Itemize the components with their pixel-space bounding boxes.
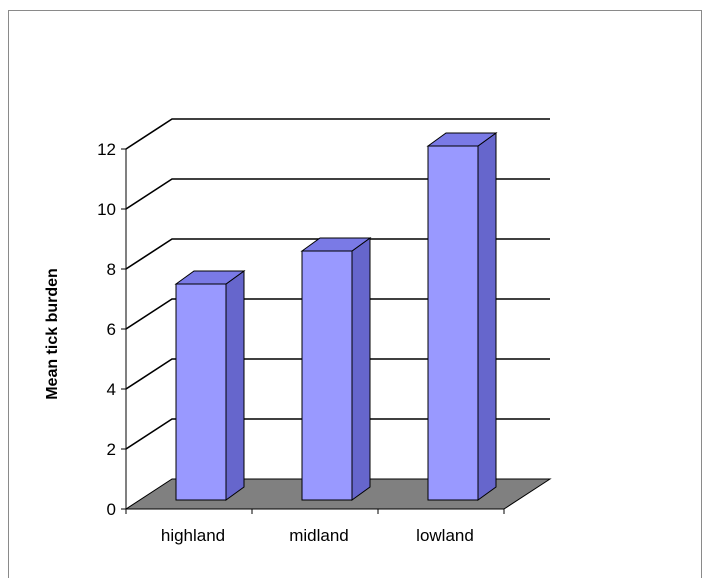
bars — [174, 132, 498, 501]
bar-lowland — [426, 132, 498, 501]
bar-highland — [174, 270, 246, 501]
x-tick-label: highland — [161, 526, 225, 545]
gridline — [125, 298, 550, 330]
gridline — [125, 358, 550, 390]
y-tick-label: 4 — [107, 380, 116, 399]
bar-side — [351, 237, 371, 501]
y-tick-label: 12 — [97, 140, 116, 159]
y-tick-label: 10 — [97, 200, 116, 219]
gridline — [125, 238, 550, 270]
y-tick-label: 8 — [107, 260, 116, 279]
x-tick-label: midland — [289, 526, 349, 545]
gridline — [125, 118, 550, 150]
bar-side — [477, 132, 497, 501]
gridline — [125, 178, 550, 210]
y-axis — [121, 148, 505, 514]
y-tick-label: 0 — [107, 500, 116, 519]
chart-frame: 0 2 4 6 8 10 12 highland midland lowland Mean ti… — [8, 10, 702, 578]
y-axis-title: Mean tick burden — [44, 268, 61, 400]
bar-side — [225, 270, 245, 501]
bar-front — [301, 250, 353, 501]
x-tick-labels: highland midland lowland — [161, 526, 474, 545]
bar-front — [427, 145, 479, 501]
y-tick-labels: 0 2 4 6 8 10 12 — [97, 140, 116, 519]
x-tick-label: lowland — [416, 526, 474, 545]
gridline — [125, 418, 550, 450]
y-tick-label: 6 — [107, 320, 116, 339]
y-tick-label: 2 — [107, 440, 116, 459]
bar-midland — [300, 237, 372, 501]
bar-front — [175, 283, 227, 501]
tick-burden-chart: 0 2 4 6 8 10 12 highland midland lowland Mean ti… — [44, 118, 552, 545]
gridlines — [125, 118, 550, 450]
